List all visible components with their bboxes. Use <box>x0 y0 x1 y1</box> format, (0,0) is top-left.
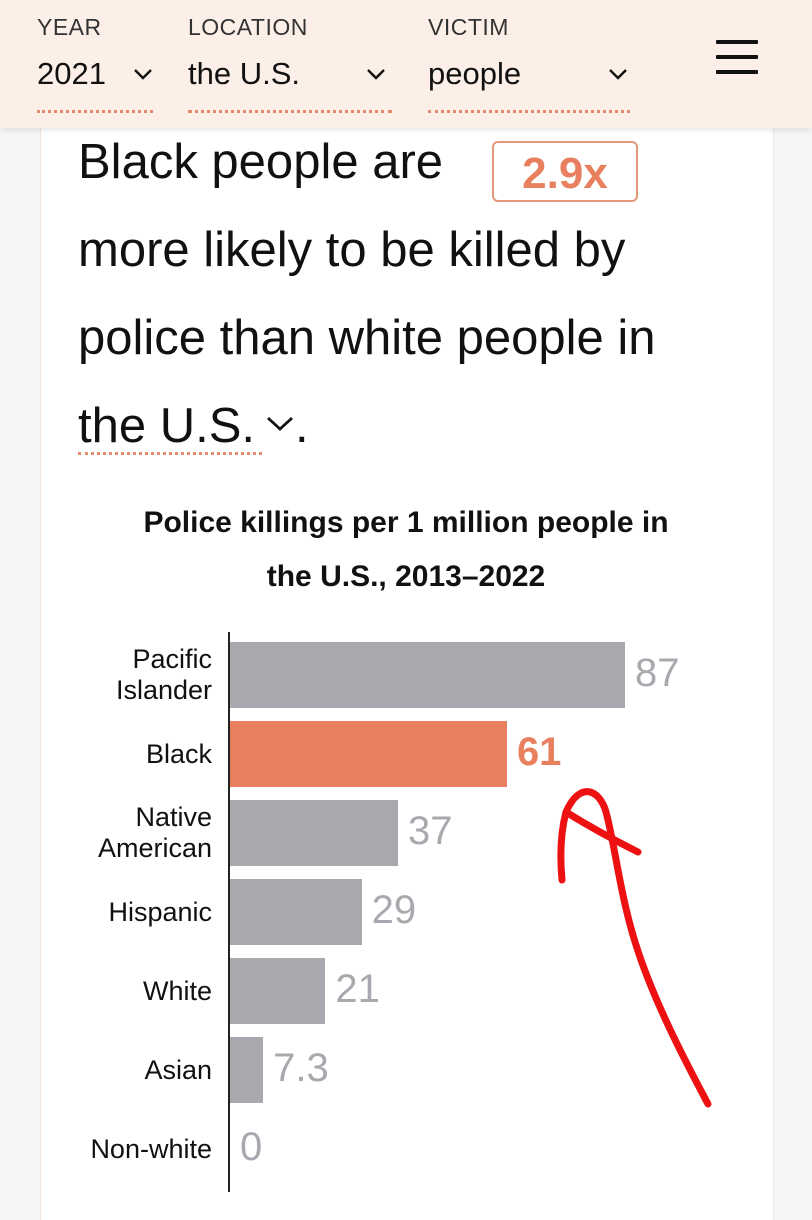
bar <box>230 879 362 945</box>
menu-icon[interactable] <box>716 40 758 74</box>
category-label-line: Non-white <box>90 1133 212 1164</box>
category-label-line: Black <box>145 738 212 769</box>
location-dotted-underline <box>188 110 392 113</box>
year-dotted-underline <box>37 110 153 113</box>
chevron-down-icon[interactable] <box>366 64 386 84</box>
bar <box>230 642 625 708</box>
victim-filter-label: VICTIM <box>428 14 509 40</box>
chart-title-line-1: Police killings per 1 million people in <box>143 506 669 539</box>
category-label: White <box>143 976 212 1007</box>
category-label: Hispanic <box>108 897 212 928</box>
bar-highlighted <box>230 721 507 787</box>
year-filter-label: YEAR <box>37 14 102 40</box>
headline-line-1: Black people are <box>78 135 444 189</box>
category-label: Pacific Islander <box>116 644 212 706</box>
category-label-line: Islander <box>115 675 212 705</box>
location-filter-label: LOCATION <box>188 14 308 40</box>
category-label-line: Hispanic <box>108 896 212 927</box>
bar <box>230 958 326 1024</box>
chevron-down-icon[interactable] <box>608 64 628 84</box>
location-inline-select[interactable]: the U.S. <box>78 399 256 453</box>
value-label: 87 <box>634 651 680 695</box>
location-dotted-underline <box>78 452 262 455</box>
chevron-down-icon[interactable] <box>133 64 153 84</box>
location-filter[interactable]: LOCATION the U.S. <box>188 14 392 113</box>
filter-bar: YEAR 2021 LOCATION the U.S. VICTIM peopl… <box>0 0 812 128</box>
value-label: 7.3 <box>273 1046 329 1090</box>
value-label: 21 <box>335 967 380 1011</box>
victim-filter[interactable]: VICTIM people <box>428 14 630 113</box>
headline-line-3: police than white people in <box>78 311 656 365</box>
headline-line-2: more likely to be killed by <box>78 223 626 277</box>
value-label: 61 <box>516 730 562 774</box>
value-label: 0 <box>240 1125 263 1169</box>
chevron-down-icon[interactable] <box>265 410 295 436</box>
location-select-value[interactable]: the U.S. <box>188 56 300 91</box>
category-label: Asian <box>144 1055 212 1086</box>
bar <box>230 1037 264 1103</box>
value-label: 37 <box>407 809 453 853</box>
value-label: 29 <box>371 888 417 932</box>
y-axis-line <box>228 632 230 1192</box>
category-label: Black <box>146 739 212 770</box>
chart-title-line-2: the U.S., 2013–2022 <box>266 560 546 593</box>
victim-dotted-underline <box>428 110 630 113</box>
category-label-line: Pacific <box>132 644 212 674</box>
headline-line-4: the U.S.. <box>78 398 309 454</box>
victim-select-value[interactable]: people <box>428 56 522 91</box>
year-select-value[interactable]: 2021 <box>37 56 106 91</box>
year-filter[interactable]: YEAR 2021 <box>37 14 153 113</box>
bar <box>230 800 398 866</box>
headline-period: . <box>295 399 309 453</box>
category-label-line: Native <box>135 802 212 832</box>
category-label: Native American <box>98 802 212 864</box>
category-label: Non-white <box>90 1134 212 1165</box>
category-label-line: American <box>97 833 212 863</box>
category-label-line: Asian <box>144 1054 212 1085</box>
category-label-line: White <box>142 975 212 1006</box>
ratio-badge: 2.9x <box>492 141 638 202</box>
